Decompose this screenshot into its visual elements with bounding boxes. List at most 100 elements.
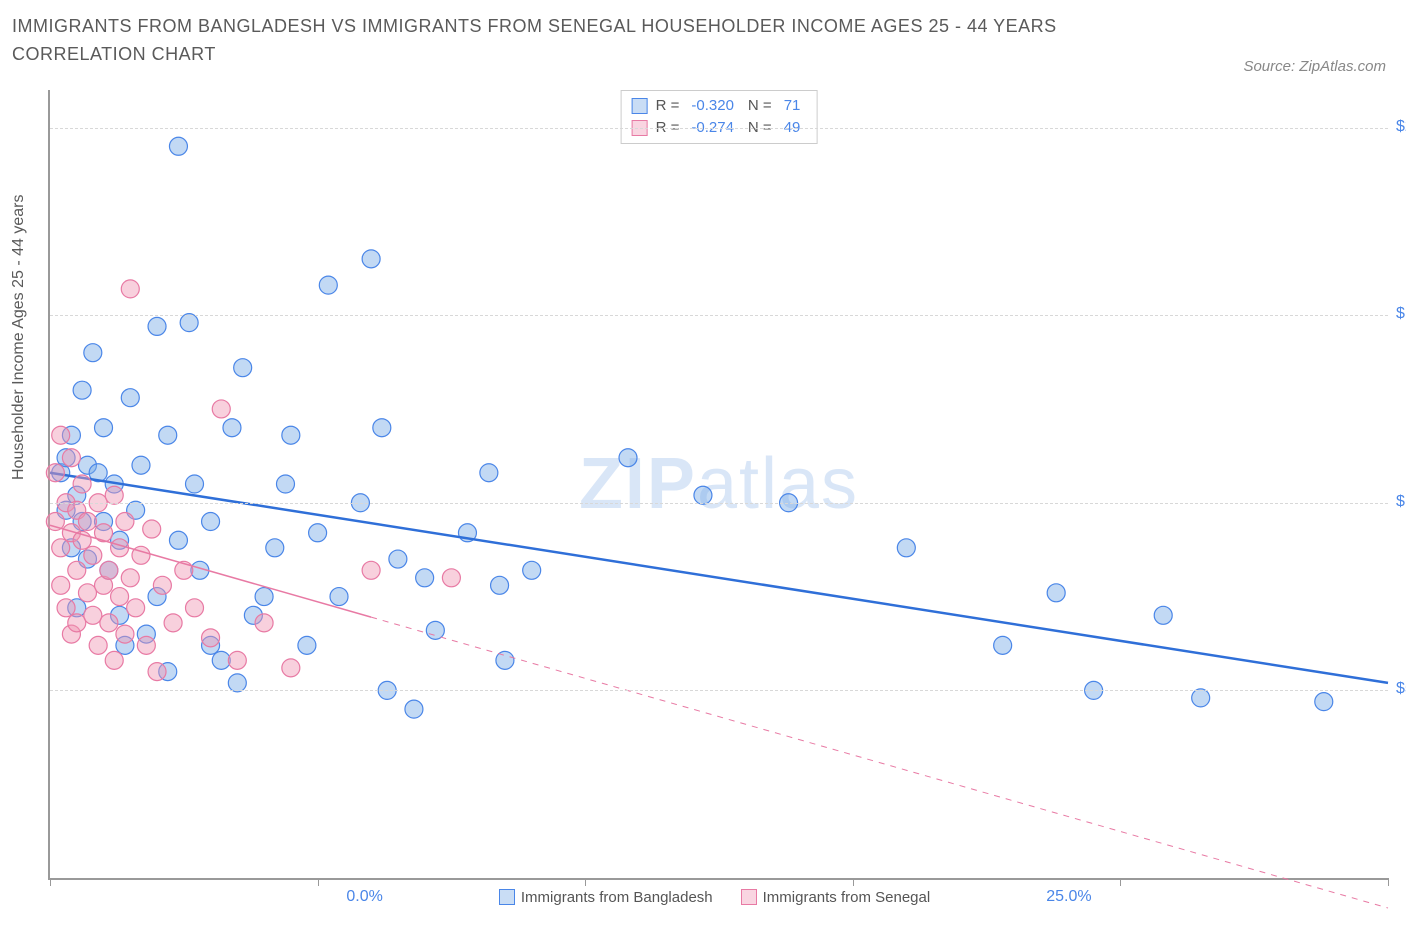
y-tick-label: $200,000 [1396,118,1406,136]
data-point [298,636,316,654]
scatter-svg [50,90,1388,878]
data-point [46,464,64,482]
data-point [1154,606,1172,624]
data-point [282,659,300,677]
data-point [373,419,391,437]
x-axis-max-label: 25.0% [1046,888,1091,906]
data-point [416,569,434,587]
y-tick-label: $150,000 [1396,305,1406,323]
data-point [57,599,75,617]
data-point [180,314,198,332]
data-point [480,464,498,482]
data-point [111,588,129,606]
data-point [116,513,134,531]
data-point [127,599,145,617]
y-axis-label: Householder Income Ages 25 - 44 years [10,195,28,481]
y-tick-label: $100,000 [1396,493,1406,511]
series-legend: 0.0% Immigrants from Bangladesh Immigran… [50,888,1388,906]
x-axis-min-label: 0.0% [346,888,382,906]
x-tick [318,878,319,886]
data-point [132,456,150,474]
data-point [73,381,91,399]
swatch-pink-icon [741,889,757,905]
data-point [164,614,182,632]
data-point [148,317,166,335]
chart-title: IMMIGRANTS FROM BANGLADESH VS IMMIGRANTS… [12,12,1156,68]
data-point [105,651,123,669]
data-point [186,599,204,617]
data-point [276,475,294,493]
data-point [52,426,70,444]
data-point [121,389,139,407]
data-point [362,250,380,268]
data-point [78,513,96,531]
data-point [491,576,509,594]
data-point [52,539,70,557]
data-point [62,449,80,467]
data-point [73,475,91,493]
data-point [84,546,102,564]
data-point [228,651,246,669]
data-point [100,614,118,632]
data-point [121,280,139,298]
gridline [50,503,1388,504]
data-point [105,486,123,504]
data-point [78,584,96,602]
data-point [111,539,129,557]
data-point [159,426,177,444]
data-point [46,513,64,531]
data-point [137,636,155,654]
x-tick [853,878,854,886]
data-point [319,276,337,294]
data-point [897,539,915,557]
data-point [212,400,230,418]
data-point [169,531,187,549]
data-point [121,569,139,587]
data-point [309,524,327,542]
data-point [68,561,86,579]
data-point [116,625,134,643]
data-point [389,550,407,568]
legend-label: Immigrants from Bangladesh [521,889,713,906]
data-point [202,513,220,531]
data-point [143,520,161,538]
data-point [255,614,273,632]
data-point [100,561,118,579]
data-point [186,475,204,493]
data-point [223,419,241,437]
data-point [84,606,102,624]
data-point [619,449,637,467]
data-point [266,539,284,557]
trendline-dashed [371,617,1388,908]
x-tick [1388,878,1389,886]
gridline [50,315,1388,316]
data-point [68,614,86,632]
x-tick [50,878,51,886]
legend-label: Immigrants from Senegal [763,889,931,906]
data-point [228,674,246,692]
data-point [202,629,220,647]
data-point [1315,693,1333,711]
data-point [694,486,712,504]
data-point [405,700,423,718]
data-point [994,636,1012,654]
data-point [1047,584,1065,602]
x-tick [585,878,586,886]
source-attribution: Source: ZipAtlas.com [1243,58,1386,75]
data-point [362,561,380,579]
data-point [1192,689,1210,707]
data-point [153,576,171,594]
data-point [255,588,273,606]
data-point [169,137,187,155]
gridline [50,128,1388,129]
data-point [442,569,460,587]
data-point [330,588,348,606]
x-tick [1120,878,1121,886]
legend-item-senegal: Immigrants from Senegal [741,889,931,906]
data-point [282,426,300,444]
y-tick-label: $50,000 [1396,680,1406,698]
data-point [52,576,70,594]
data-point [234,359,252,377]
swatch-blue-icon [499,889,515,905]
data-point [89,636,107,654]
